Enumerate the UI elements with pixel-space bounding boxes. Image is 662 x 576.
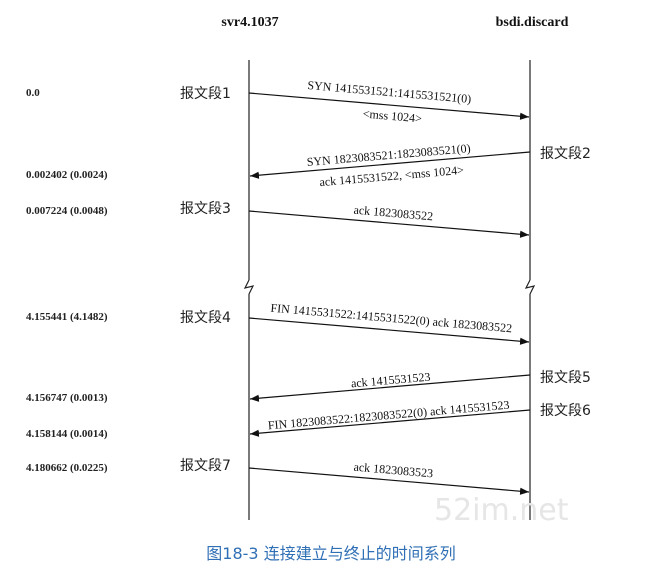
timestamp: 4.155441 (4.1482) xyxy=(26,311,108,323)
segment-arrow-4 xyxy=(248,317,530,345)
timestamp: 4.158144 (0.0014) xyxy=(26,428,108,440)
timestamp: 4.180662 (0.0225) xyxy=(26,462,108,474)
segment-2-text: ack 1415531522, <mss 1024> xyxy=(319,163,465,189)
segment-label-2: 报文段2 xyxy=(540,146,591,162)
figure-caption: 图18-3 连接建立与终止的时间系列 xyxy=(206,544,456,563)
segment-arrow-6 xyxy=(249,409,531,437)
segment-3-text: ack 1823083522 xyxy=(353,203,434,224)
segment-1-text: <mss 1024> xyxy=(362,107,422,126)
host-label-right: bsdi.discard xyxy=(496,15,569,30)
segment-label-5: 报文段5 xyxy=(540,370,591,386)
watermark: 52im.net xyxy=(434,493,569,528)
segment-1-text: SYN 1415531521:1415531521(0) xyxy=(307,78,472,106)
segment-arrow-5 xyxy=(249,374,531,402)
timestamp: 0.0 xyxy=(26,87,40,99)
timestamp: 0.002402 (0.0024) xyxy=(26,169,108,181)
segment-arrow-7 xyxy=(248,467,530,495)
timeline-break-right xyxy=(524,279,536,295)
host-label-left: svr4.1037 xyxy=(221,15,278,30)
segment-7-text: ack 1823083523 xyxy=(353,460,434,481)
segment-label-6: 报文段6 xyxy=(540,403,591,419)
segment-label-1: 报文段1 xyxy=(180,86,231,102)
segment-label-3: 报文段3 xyxy=(180,201,231,217)
segment-arrow-3 xyxy=(248,210,530,238)
segment-arrow-1 xyxy=(248,92,530,120)
segment-5-text: ack 1415531523 xyxy=(350,370,431,391)
segment-label-4: 报文段4 xyxy=(180,310,231,326)
segment-label-7: 报文段7 xyxy=(180,458,231,474)
timestamp: 0.007224 (0.0048) xyxy=(26,205,108,217)
timestamp: 4.156747 (0.0013) xyxy=(26,392,108,404)
segment-arrow-2 xyxy=(249,151,531,179)
timeline-break-left xyxy=(243,279,255,295)
